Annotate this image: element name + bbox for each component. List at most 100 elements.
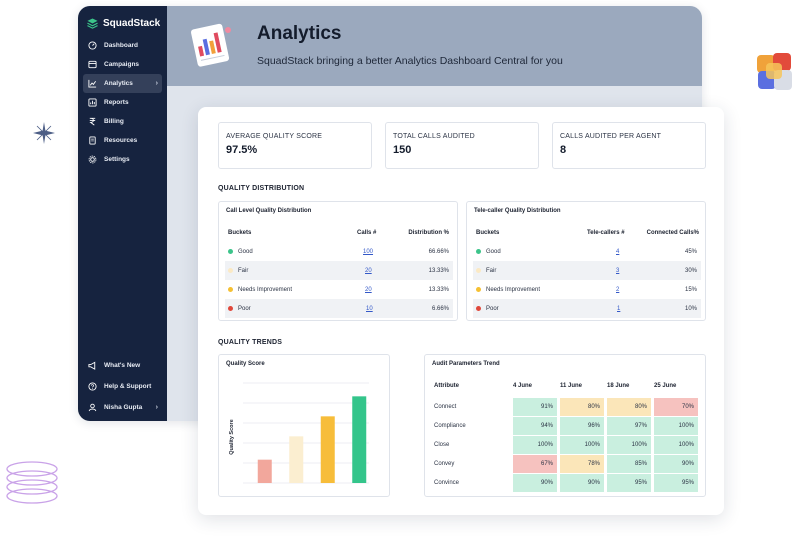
bucket-dot-poor (228, 306, 233, 311)
cube-decoration-icon (757, 53, 792, 90)
stat-label: AVERAGE QUALITY SCORE (226, 133, 323, 140)
brand[interactable]: SquadStack (78, 6, 167, 32)
heatmap-cell: 95% (654, 474, 698, 492)
rings-decoration-icon (6, 461, 58, 504)
distribution-pct: 13.33% (428, 286, 449, 293)
chart-bar[interactable] (257, 459, 272, 483)
calls-count-link[interactable]: 10 (366, 305, 373, 312)
sidebar-item-label: Analytics (104, 80, 133, 87)
chart-bar[interactable] (320, 416, 335, 483)
stat-card-calls-per-agent: CALLS AUDITED PER AGENT 8 (552, 122, 706, 169)
distribution-pct: 13.33% (428, 267, 449, 274)
calls-count-link[interactable]: 100 (363, 248, 374, 255)
distribution-pct: 6.66% (431, 305, 449, 312)
heatmap-header: Attribute 4 June 11 June 18 June 25 June (432, 379, 700, 398)
sidebar-item-settings[interactable]: Settings (83, 150, 162, 169)
bucket-dot-needs-improvement (228, 287, 233, 292)
table-row: Fair 20 13.33% (225, 261, 453, 280)
table-header: Buckets Tele-callers # Connected Calls% (473, 223, 701, 242)
column-header: Attribute (434, 383, 459, 389)
heatmap-cell: 100% (513, 436, 557, 454)
help-icon (88, 382, 97, 391)
column-header: Distribution % (408, 229, 449, 236)
column-header: Tele-callers # (587, 229, 625, 236)
calls-count-link[interactable]: 20 (365, 267, 372, 274)
tele-callers-count-link[interactable]: 1 (617, 305, 621, 312)
sidebar-item-dashboard[interactable]: Dashboard (83, 36, 162, 55)
dashboard-icon (88, 41, 97, 50)
campaigns-icon (88, 60, 97, 69)
sidebar-item-label: Billing (104, 118, 124, 125)
header-band (167, 6, 702, 86)
stat-label: CALLS AUDITED PER AGENT (560, 133, 662, 140)
quality-score-card: Quality Score Quality Score (218, 354, 390, 497)
rupee-icon (88, 117, 97, 126)
heatmap-cell: 96% (560, 417, 604, 435)
heatmap-cell: 78% (560, 455, 604, 473)
heatmap-row: Connect 91% 80% 80% 70% (432, 398, 700, 417)
chevron-right-icon: › (155, 404, 158, 411)
heatmap-cell: 90% (513, 474, 557, 492)
attribute-label: Connect (434, 404, 457, 410)
sidebar-item-user-profile[interactable]: Nisha Gupta › (83, 398, 162, 417)
sidebar-item-label: Settings (104, 156, 130, 163)
sidebar-item-analytics[interactable]: Analytics › (83, 74, 162, 93)
heatmap-cell: 91% (513, 398, 557, 416)
sidebar-item-resources[interactable]: Resources (83, 131, 162, 150)
bucket-label: Poor (486, 305, 499, 312)
tele-callers-count-link[interactable]: 2 (616, 286, 620, 293)
user-icon (88, 403, 97, 412)
heatmap-cell: 100% (607, 436, 651, 454)
heatmap-cell: 70% (654, 398, 698, 416)
bucket-label: Fair (486, 267, 497, 274)
table-row: Good 4 45% (473, 242, 701, 261)
user-name: Nisha Gupta (104, 404, 143, 411)
document-icon (88, 136, 97, 145)
call-level-distribution-card: Call Level Quality Distribution Buckets … (218, 201, 458, 321)
sidebar-item-billing[interactable]: Billing (83, 112, 162, 131)
heatmap-cell: 100% (560, 436, 604, 454)
heatmap-cell: 85% (607, 455, 651, 473)
heatmap-cell: 80% (560, 398, 604, 416)
attribute-label: Compliance (434, 423, 466, 429)
tele-callers-count-link[interactable]: 4 (616, 248, 620, 255)
table-header: Buckets Calls # Distribution % (225, 223, 453, 242)
calls-count-link[interactable]: 20 (365, 286, 372, 293)
sidebar-item-campaigns[interactable]: Campaigns (83, 55, 162, 74)
connected-calls-pct: 10% (684, 305, 697, 312)
heatmap-row: Close 100% 100% 100% 100% (432, 436, 700, 455)
megaphone-icon (88, 361, 97, 370)
tele-callers-count-link[interactable]: 3 (616, 267, 620, 274)
bucket-label: Needs Improvement (486, 286, 541, 293)
connected-calls-pct: 30% (684, 267, 697, 274)
stat-value: 8 (560, 144, 567, 156)
stat-card-average-quality: AVERAGE QUALITY SCORE 97.5% (218, 122, 372, 169)
sidebar-item-label: Help & Support (104, 383, 152, 390)
heatmap-row: Convey 67% 78% 85% 90% (432, 455, 700, 474)
stat-label: TOTAL CALLS AUDITED (393, 133, 475, 140)
reports-icon (88, 98, 97, 107)
bucket-label: Fair (238, 267, 249, 274)
table-row: Needs Improvement 2 15% (473, 280, 701, 299)
brand-name: SquadStack (103, 18, 161, 29)
chart-bar[interactable] (352, 396, 367, 483)
bucket-dot-needs-improvement (476, 287, 481, 292)
gear-icon (88, 155, 97, 164)
sidebar-item-help-support[interactable]: Help & Support (83, 377, 162, 396)
table-row: Good 100 66.66% (225, 242, 453, 261)
bucket-label: Needs Improvement (238, 286, 293, 293)
sidebar-item-whats-new[interactable]: What's New (83, 356, 162, 375)
stat-card-total-calls: TOTAL CALLS AUDITED 150 (385, 122, 539, 169)
table-row: Poor 10 6.66% (225, 299, 453, 318)
connected-calls-pct: 15% (684, 286, 697, 293)
sidebar-item-reports[interactable]: Reports (83, 93, 162, 112)
section-title-quality-trends: QUALITY TRENDS (218, 339, 283, 346)
heatmap-cell: 95% (607, 474, 651, 492)
chart-bar[interactable] (289, 436, 304, 483)
stat-value: 97.5% (226, 144, 258, 156)
sidebar-nav: Dashboard Campaigns Analytics › Reports (78, 36, 167, 169)
audit-parameters-card: Audit Parameters Trend Attribute 4 June … (424, 354, 706, 497)
heatmap-cell: 97% (607, 417, 651, 435)
sidebar-item-label: Resources (104, 137, 138, 144)
bucket-dot-fair (228, 268, 233, 273)
